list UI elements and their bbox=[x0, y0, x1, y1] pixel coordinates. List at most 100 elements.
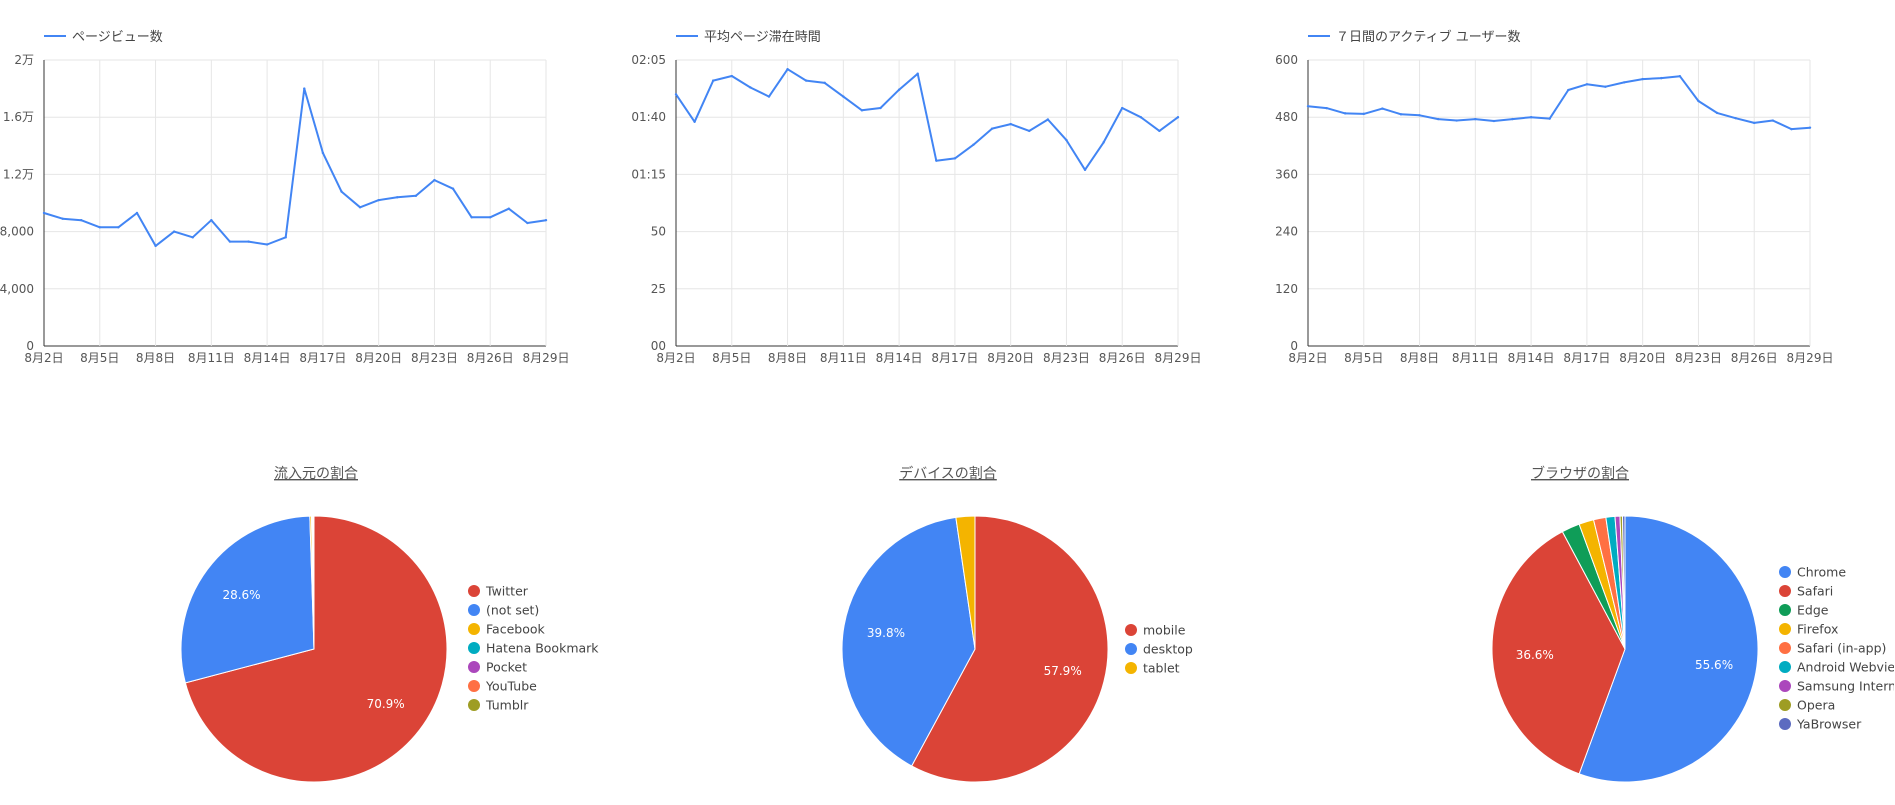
pageviews-x-tick: 8月5日 bbox=[80, 351, 119, 365]
active7-x-tick: 8月17日 bbox=[1563, 351, 1610, 365]
active7-x-tick: 8月14日 bbox=[1508, 351, 1555, 365]
avgtime-y-tick: 25 bbox=[651, 282, 666, 296]
pageviews-data-point bbox=[377, 198, 380, 202]
avgtime-data-point bbox=[935, 159, 938, 162]
pageviews-y-tick: 4,000 bbox=[0, 282, 34, 296]
device-legend-label: tablet bbox=[1143, 661, 1180, 676]
source-slice-label: 28.6% bbox=[222, 588, 260, 602]
avgtime-x-tick: 8月8日 bbox=[768, 351, 807, 365]
active7-data-point bbox=[1474, 117, 1477, 121]
browser-title: ブラウザの割合 bbox=[1531, 465, 1629, 482]
active7-x-tick: 8月11日 bbox=[1452, 351, 1499, 365]
browser-slice-label: 36.6% bbox=[1516, 648, 1554, 662]
avgtime-data-point bbox=[1102, 141, 1105, 144]
active-users-line-chart: ７日間のアクティブ ユーザー数 0 120 240 360 480 600 8月2日 8月5日 8… bbox=[1275, 29, 1833, 365]
pageviews-y-tick: 2万 bbox=[14, 53, 34, 67]
browser-legend-dot bbox=[1779, 604, 1791, 616]
source-legend-label: YouTube bbox=[485, 679, 537, 694]
avgtime-x-tick: 8月20日 bbox=[987, 351, 1034, 365]
active7-y-tick: 120 bbox=[1275, 282, 1298, 296]
avgtime-y-tick: 01:15 bbox=[632, 167, 666, 181]
active7-data-point bbox=[1381, 107, 1384, 110]
avgtime-x-tick: 8月29日 bbox=[1155, 351, 1202, 365]
active7-data-point bbox=[1753, 121, 1756, 125]
pageviews-data-point bbox=[117, 226, 120, 229]
active7-data-point bbox=[1622, 81, 1626, 84]
avgtime-data-point bbox=[730, 74, 733, 78]
browser-legend-dot bbox=[1779, 718, 1791, 730]
pageviews-data-point bbox=[544, 218, 548, 222]
active7-y-tick: 0 bbox=[1290, 339, 1298, 353]
active7-y-tick: 360 bbox=[1275, 167, 1298, 181]
avgtime-data-point bbox=[1139, 116, 1143, 119]
browser-slice bbox=[1491, 530, 1626, 775]
pageviews-data-point bbox=[507, 207, 511, 210]
active7-data-point bbox=[1790, 127, 1793, 131]
pageviews-data-point bbox=[414, 194, 418, 198]
pageviews-data-point bbox=[321, 151, 325, 155]
avgtime-data-point bbox=[786, 67, 789, 71]
source-legend-label: Twitter bbox=[485, 584, 529, 599]
avgtime-data-point bbox=[804, 79, 808, 82]
active7-data-point bbox=[1641, 77, 1644, 81]
device-legend-dot bbox=[1125, 643, 1137, 655]
pageviews-data-point bbox=[210, 218, 213, 222]
avgtime-legend-label: 平均ページ滞在時間 bbox=[704, 30, 821, 45]
device-slice bbox=[910, 515, 1109, 783]
pageviews-legend-label: ページビュー数 bbox=[72, 30, 163, 45]
browser-legend-label: Chrome bbox=[1797, 565, 1846, 580]
active7-x-tick: 8月2日 bbox=[1288, 351, 1327, 365]
avgtime-x-tick: 8月26日 bbox=[1099, 351, 1146, 365]
active7-x-tick: 8月8日 bbox=[1400, 351, 1439, 365]
pageviews-data-point bbox=[489, 216, 492, 219]
pageviews-y-tick: 0 bbox=[26, 339, 34, 353]
avgtime-data-point bbox=[860, 109, 864, 112]
source-title: 流入元の割合 bbox=[274, 465, 358, 482]
browser-legend-dot bbox=[1779, 566, 1791, 578]
pageviews-data-point bbox=[98, 226, 101, 229]
avgtime-data-point bbox=[711, 79, 715, 82]
active7-data-point bbox=[1548, 117, 1551, 120]
browser-legend-label: Edge bbox=[1797, 603, 1829, 618]
source-legend-dot bbox=[468, 680, 480, 692]
active7-data-point bbox=[1604, 85, 1607, 88]
avgtime-data-point bbox=[823, 81, 826, 85]
source-legend-label: Facebook bbox=[486, 622, 545, 637]
active7-y-tick: 240 bbox=[1275, 225, 1298, 239]
pageviews-data-point bbox=[191, 236, 194, 239]
active7-x-tick: 8月5日 bbox=[1344, 351, 1383, 365]
active7-data-point bbox=[1660, 76, 1663, 80]
active7-data-point bbox=[1678, 75, 1682, 78]
source-legend-dot bbox=[468, 623, 480, 635]
source-legend-dot bbox=[468, 661, 480, 673]
active7-data-point bbox=[1567, 88, 1570, 92]
browser-legend-label: Samsung Internet bbox=[1797, 679, 1894, 694]
avgtime-data-point bbox=[1121, 106, 1124, 110]
pageviews-x-tick: 8月23日 bbox=[411, 351, 458, 365]
browser-legend-label: YaBrowser bbox=[1796, 717, 1862, 732]
active7-data-point bbox=[1306, 105, 1310, 108]
avgtime-data-point bbox=[953, 157, 957, 160]
avgtime-data-point bbox=[1158, 129, 1161, 133]
avgtime-data-point bbox=[749, 86, 752, 89]
browser-legend-label: Android Webview bbox=[1797, 660, 1894, 675]
avgtime-data-point bbox=[972, 143, 975, 146]
active7-y-tick: 480 bbox=[1275, 110, 1298, 124]
browser-legend-dot bbox=[1779, 642, 1791, 654]
active7-y-tick: 600 bbox=[1275, 53, 1298, 67]
browser-slice bbox=[1621, 515, 1626, 650]
source-legend-dot bbox=[468, 585, 480, 597]
source-legend-label: Hatena Bookmark bbox=[486, 641, 599, 656]
device-legend-dot bbox=[1125, 662, 1137, 674]
pageviews-x-tick: 8月8日 bbox=[136, 351, 175, 365]
source-slice-label: 70.9% bbox=[367, 697, 405, 711]
avgtime-data-point bbox=[1065, 138, 1068, 142]
avgtime-y-tick: 02:05 bbox=[632, 53, 666, 67]
pageviews-data-point bbox=[42, 211, 46, 215]
avgtime-data-point bbox=[767, 95, 771, 98]
pageviews-data-point bbox=[396, 196, 399, 199]
browser-slice bbox=[1578, 515, 1759, 783]
active7-data-point bbox=[1436, 117, 1440, 121]
pageviews-x-tick: 8月11日 bbox=[188, 351, 235, 365]
source-slice bbox=[184, 515, 448, 783]
